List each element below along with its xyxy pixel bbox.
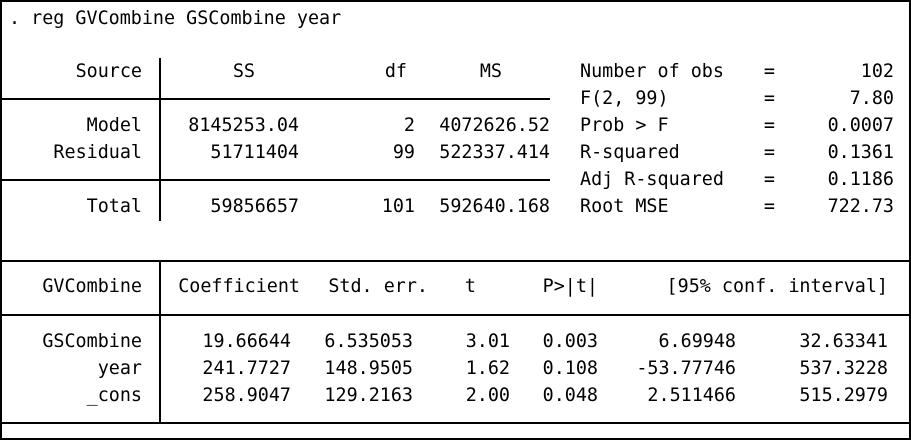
anova-total-rule — [2, 179, 550, 181]
p-cell: 0.003 — [542, 331, 598, 352]
ci-low-cell: -53.77746 — [636, 358, 736, 379]
stat-value: 7.80 — [849, 88, 894, 109]
anova-df-header: df — [384, 61, 407, 82]
t-cell: 3.01 — [465, 331, 510, 352]
coefficient-cell: 241.7727 — [202, 358, 291, 379]
anova-header-rule — [2, 98, 550, 100]
anova-ss-header: SS — [232, 61, 255, 82]
anova-row-total: Total 59856657 101 592640.168 — [2, 193, 550, 220]
anova-ms-cell: 4072626.52 — [439, 115, 550, 136]
ci-high-cell: 537.3228 — [799, 358, 888, 379]
stat-row-f: F(2, 99) = 7.80 — [580, 85, 894, 112]
coef-table-top-rule — [2, 260, 909, 262]
anova-ms-cell: 592640.168 — [439, 196, 550, 217]
stderr-header: Std. err. — [328, 276, 428, 297]
coef-divider-bar — [159, 260, 161, 422]
anova-ms-cell: 522337.414 — [439, 142, 550, 163]
coef-header-rule — [2, 314, 909, 316]
anova-df-cell: 101 — [381, 196, 415, 217]
equals-sign: = — [763, 115, 775, 136]
stat-row-number-of-obs: Number of obs = 102 — [580, 58, 894, 85]
anova-header-row: Source SS df MS — [2, 58, 502, 85]
ci-low-cell: 6.69948 — [658, 331, 736, 352]
anova-df-cell: 2 — [403, 115, 415, 136]
coef-row-gscombine: GSCombine 19.66644 6.535053 3.01 0.003 6… — [2, 328, 888, 355]
anova-source-cell: Model — [86, 115, 142, 136]
ci-header: [95% conf. interval] — [666, 276, 888, 297]
stat-value: 102 — [860, 61, 894, 82]
stat-label: Root MSE — [580, 196, 669, 217]
stat-label: Number of obs — [580, 61, 724, 82]
stat-value: 0.1361 — [827, 142, 894, 163]
t-cell: 2.00 — [465, 385, 510, 406]
stderr-cell: 6.535053 — [324, 331, 413, 352]
anova-ss-cell: 51711404 — [210, 142, 299, 163]
equals-sign: = — [763, 169, 775, 190]
var-name-cell: year — [97, 358, 142, 379]
anova-ms-header: MS — [479, 61, 502, 82]
coef-header-row: GVCombine Coefficient Std. err. t P>|t| … — [2, 273, 888, 300]
anova-row-residual: Residual 51711404 99 522337.414 — [2, 139, 550, 166]
anova-source-cell: Total — [86, 196, 142, 217]
p-header: P>|t| — [542, 276, 598, 297]
var-name-cell: GSCombine — [42, 331, 142, 352]
p-cell: 0.108 — [542, 358, 598, 379]
anova-source-header: Source — [75, 61, 142, 82]
stat-value: 0.1186 — [827, 169, 894, 190]
var-name-cell: _cons — [86, 385, 142, 406]
stat-row-adj-r-squared: Adj R-squared = 0.1186 — [580, 166, 894, 193]
coefficient-cell: 258.9047 — [202, 385, 291, 406]
coef-table-bottom-rule — [2, 422, 909, 424]
stat-label: Prob > F — [580, 115, 669, 136]
anova-df-cell: 99 — [392, 142, 415, 163]
coefficient-cell: 19.66644 — [202, 331, 291, 352]
stat-value: 722.73 — [827, 196, 894, 217]
anova-ss-cell: 8145253.04 — [188, 115, 299, 136]
coef-row-year: year 241.7727 148.9505 1.62 0.108 -53.77… — [2, 355, 888, 382]
equals-sign: = — [763, 61, 775, 82]
stat-label: Adj R-squared — [580, 169, 724, 190]
coef-row-cons: _cons 258.9047 129.2163 2.00 0.048 2.511… — [2, 382, 888, 409]
anova-row-model: Model 8145253.04 2 4072626.52 — [2, 112, 550, 139]
ci-low-cell: 2.511466 — [647, 385, 736, 406]
stat-label: F(2, 99) — [580, 88, 669, 109]
stderr-cell: 148.9505 — [324, 358, 413, 379]
depvar-header: GVCombine — [42, 276, 142, 297]
anova-ss-cell: 59856657 — [210, 196, 299, 217]
stat-row-root-mse: Root MSE = 722.73 — [580, 193, 894, 220]
ci-high-cell: 32.63341 — [799, 331, 888, 352]
equals-sign: = — [763, 88, 775, 109]
command-line: . reg GVCombine GSCombine year — [9, 8, 342, 29]
equals-sign: = — [763, 142, 775, 163]
t-header: t — [464, 276, 476, 297]
equals-sign: = — [763, 196, 775, 217]
p-cell: 0.048 — [542, 385, 598, 406]
coefficient-header: Coefficient — [178, 276, 300, 297]
stat-row-prob-f: Prob > F = 0.0007 — [580, 112, 894, 139]
anova-divider-bar — [159, 58, 161, 221]
stderr-cell: 129.2163 — [324, 385, 413, 406]
stat-label: R-squared — [580, 142, 680, 163]
stat-value: 0.0007 — [827, 115, 894, 136]
anova-source-cell: Residual — [53, 142, 142, 163]
t-cell: 1.62 — [465, 358, 510, 379]
ci-high-cell: 515.2979 — [799, 385, 888, 406]
stat-row-r-squared: R-squared = 0.1361 — [580, 139, 894, 166]
